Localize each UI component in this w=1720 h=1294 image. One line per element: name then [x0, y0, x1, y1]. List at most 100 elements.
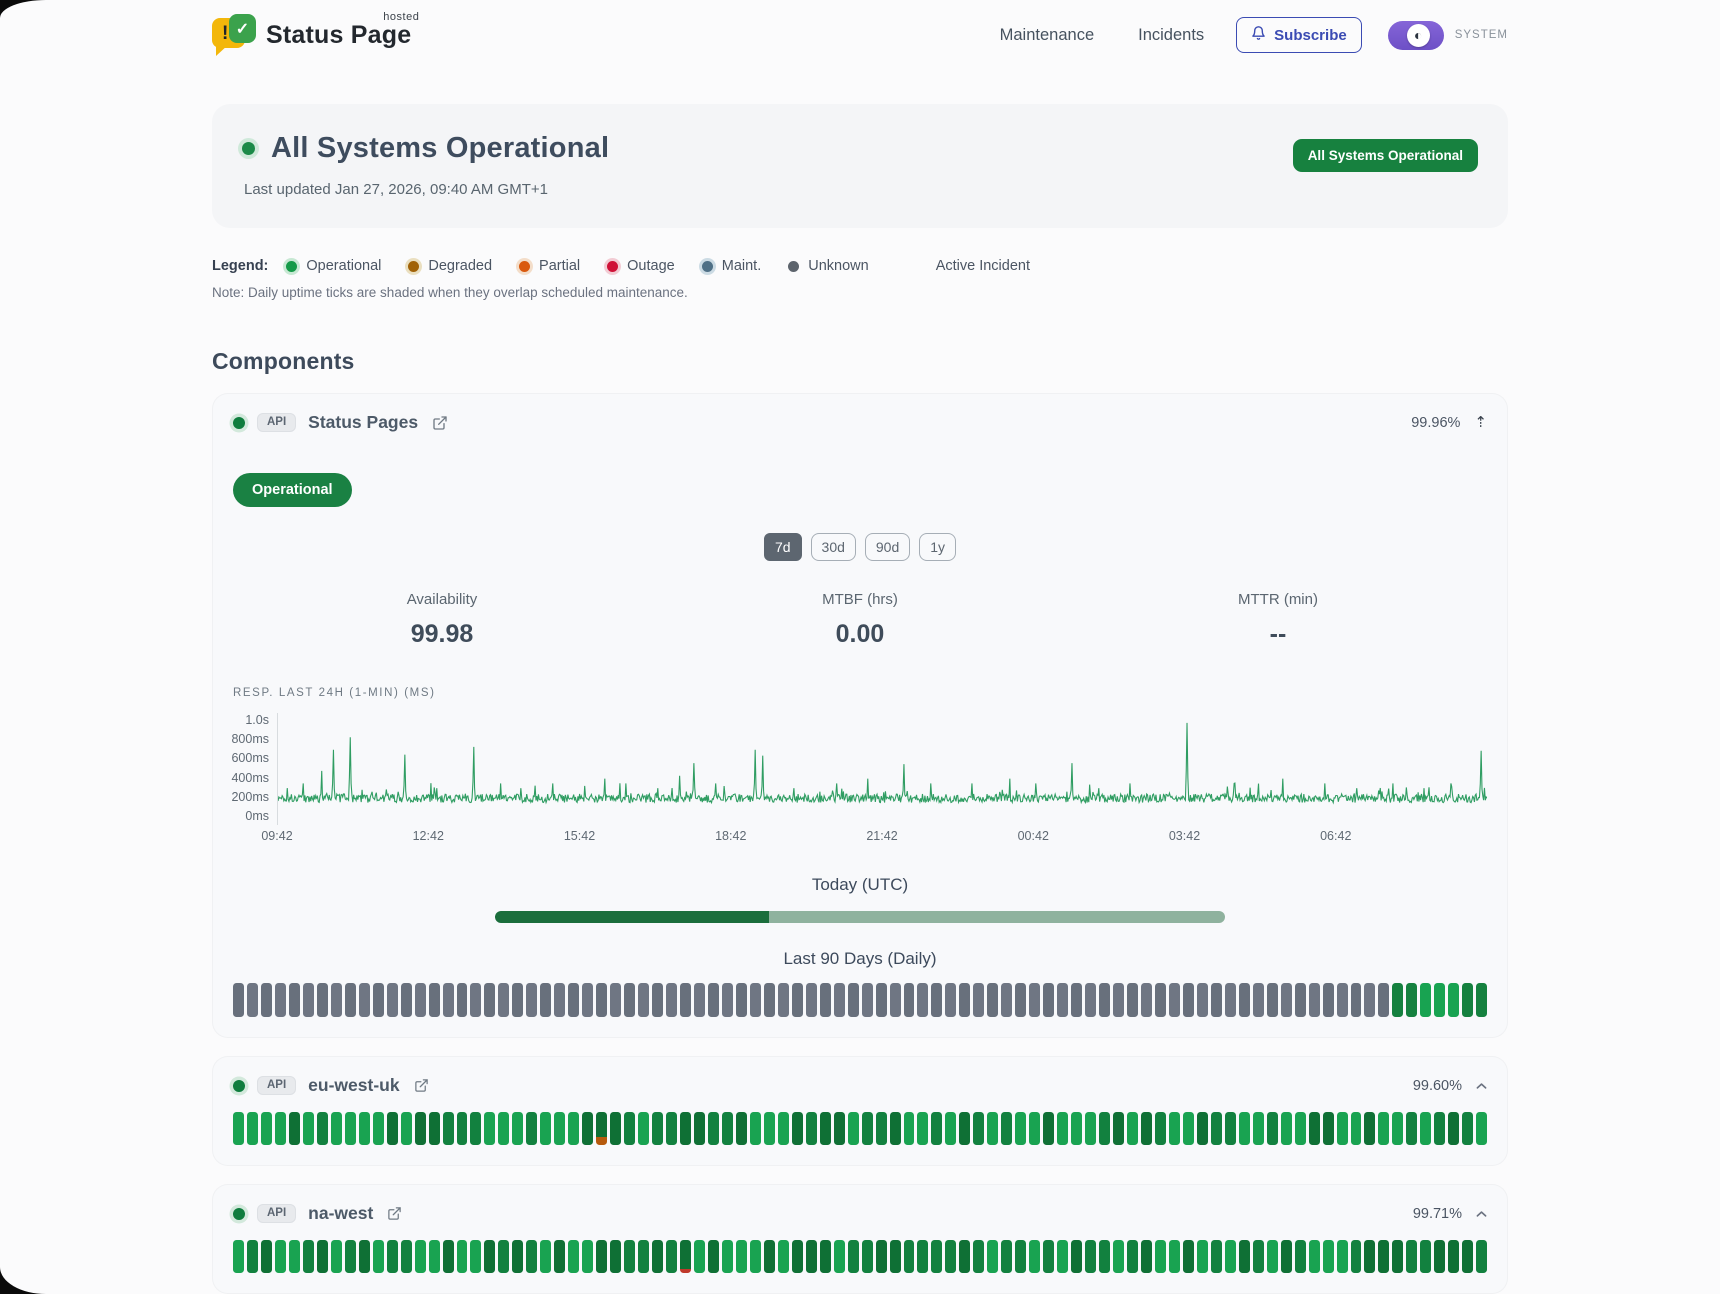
- collapse-up-icon[interactable]: ⇡: [1474, 413, 1487, 431]
- range-button-7d[interactable]: 7d: [763, 533, 802, 561]
- uptime-tick: [400, 1112, 412, 1145]
- range-button-90d[interactable]: 90d: [864, 533, 911, 561]
- uptime-tick: [1294, 1112, 1306, 1145]
- uptime-tick: [1294, 983, 1306, 1017]
- external-link-icon[interactable]: [432, 415, 448, 431]
- uptime-tick: [554, 1240, 566, 1273]
- uptime-tick: [1308, 1240, 1320, 1273]
- x-tick-label: 09:42: [261, 829, 293, 843]
- uptime-tick: [973, 1112, 985, 1145]
- uptime-tick: [1210, 983, 1222, 1017]
- uptime-tick: [973, 1240, 985, 1273]
- uptime-tick: [735, 1240, 747, 1273]
- uptime-tick: [596, 1240, 608, 1273]
- x-tick-label: 03:42: [1168, 829, 1201, 843]
- uptime-tick: [721, 1240, 733, 1273]
- uptime-tick: [330, 983, 342, 1017]
- expand-chevron-icon[interactable]: [1476, 1082, 1487, 1090]
- uptime-tick: [735, 983, 747, 1017]
- external-link-icon[interactable]: [387, 1206, 402, 1221]
- y-tick-label: 600ms: [231, 751, 269, 766]
- uptime-tick: [1252, 983, 1264, 1017]
- uptime-tick: [1001, 983, 1013, 1017]
- uptime-tick: [833, 1240, 845, 1273]
- uptime-tick: [233, 983, 244, 1017]
- uptime-tick: [1238, 983, 1250, 1017]
- uptime-tick: [1406, 983, 1418, 1017]
- uptime-tick: [1476, 1112, 1488, 1145]
- legend-dot: [607, 260, 619, 272]
- uptime-tick: [1015, 983, 1027, 1017]
- legend-item-label: Maint.: [721, 258, 762, 274]
- uptime-tick: [875, 1240, 887, 1273]
- uptime-tick: [819, 1112, 831, 1145]
- uptime-tick: [1350, 983, 1362, 1017]
- uptime-tick: [442, 983, 454, 1017]
- uptime-tick: [540, 983, 552, 1017]
- uptime-tick: [805, 1240, 817, 1273]
- uptime-tick: [945, 983, 957, 1017]
- uptime-tick: [1043, 1112, 1055, 1145]
- component-tag-badge: API: [257, 1204, 297, 1223]
- overall-status-title: All Systems Operational: [271, 132, 610, 164]
- theme-toggle[interactable]: ◐: [1387, 20, 1444, 50]
- stat-label: MTBF (hrs): [822, 591, 898, 608]
- expand-chevron-icon[interactable]: [1476, 1210, 1487, 1218]
- stat-value: --: [1269, 620, 1287, 648]
- uptime-tick: [484, 1240, 496, 1273]
- component-status-badge: Operational: [233, 473, 352, 507]
- uptime-tick: [1029, 1112, 1041, 1145]
- uptime-tick: [763, 1112, 775, 1145]
- uptime-tick: [1057, 1240, 1069, 1273]
- uptime-tick: [470, 1112, 482, 1145]
- range-button-1y[interactable]: 1y: [919, 533, 957, 561]
- legend-item-label: Unknown: [808, 258, 869, 274]
- exclamation-icon: !: [222, 23, 229, 44]
- uptime-tick: [959, 983, 971, 1017]
- brand-logo[interactable]: ! ✓ Status Page hosted: [212, 11, 419, 56]
- component-uptime: 99.71%: [1412, 1205, 1462, 1222]
- uptime-tick: [861, 1240, 873, 1273]
- uptime-tick: [610, 983, 622, 1017]
- uptime-tick: [903, 1112, 915, 1145]
- component-header[interactable]: API eu-west-uk 99.60%: [233, 1075, 1487, 1096]
- subscribe-button[interactable]: Subscribe: [1236, 17, 1362, 53]
- legend-item-unknown: Unknown: [788, 258, 869, 274]
- uptime-tick: [302, 1240, 314, 1273]
- component-header[interactable]: API na-west 99.71%: [233, 1203, 1487, 1224]
- stat-mttrmin: MTTR (min) --: [1069, 591, 1487, 649]
- y-tick-label: 800ms: [231, 732, 269, 747]
- external-link-icon[interactable]: [414, 1078, 429, 1093]
- uptime-tick: [945, 1240, 957, 1273]
- uptime-tick: [1392, 1112, 1404, 1145]
- response-chart: 1.0s 800ms 600ms 400ms 200ms 0ms: [231, 713, 1487, 825]
- uptime-tick: [274, 1112, 286, 1145]
- uptime-tick: [428, 1112, 440, 1145]
- stats-row: Availability 99.98 MTBF (hrs) 0.00 MTTR (min…: [233, 591, 1487, 649]
- uptime-tick: [889, 1240, 901, 1273]
- uptime-tick: [666, 1240, 677, 1273]
- legend-item-label: Outage: [627, 258, 675, 274]
- component-header[interactable]: API Status Pages 99.96% ⇡: [233, 412, 1487, 433]
- uptime-tick: [1029, 1240, 1041, 1273]
- uptime-tick: [330, 1112, 342, 1145]
- component-status-dot: [233, 1207, 245, 1220]
- uptime-tick: [456, 1112, 468, 1145]
- nav-link-maintenance[interactable]: Maintenance: [999, 25, 1095, 44]
- main-nav: Maintenance Incidents: [1000, 26, 1205, 45]
- uptime-tick: [777, 1112, 789, 1145]
- uptime-tick: [288, 983, 300, 1017]
- uptime-tick: [344, 1240, 356, 1273]
- today-label: Today (UTC): [811, 875, 909, 894]
- uptime-tick: [582, 1112, 594, 1145]
- range-button-30d[interactable]: 30d: [810, 533, 856, 561]
- uptime-tick: [1099, 983, 1111, 1017]
- uptime-tick: [1448, 983, 1460, 1017]
- uptime-tick: [260, 1240, 272, 1273]
- range-selector: 7d 30d 90d 1y: [233, 533, 1487, 561]
- uptime-tick: [680, 1112, 691, 1145]
- nav-link-incidents[interactable]: Incidents: [1138, 25, 1205, 44]
- uptime-tick: [791, 983, 803, 1017]
- uptime-tick: [1322, 1240, 1334, 1273]
- logo-bubble-tail: [216, 45, 228, 56]
